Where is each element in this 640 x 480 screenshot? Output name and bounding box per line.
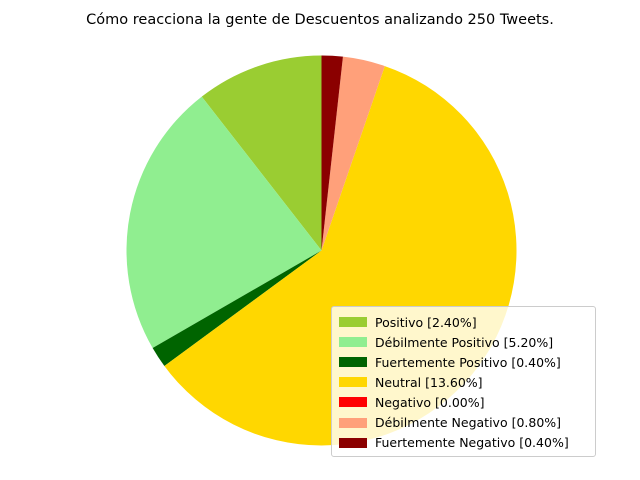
pie-slice-0 bbox=[201, 55, 322, 251]
legend-label: Positivo [2.40%] bbox=[375, 314, 477, 330]
legend-label: Negativo [0.00%] bbox=[375, 394, 485, 410]
legend-item: Fuertemente Positivo [0.40%] bbox=[339, 352, 588, 372]
legend-item: Positivo [2.40%] bbox=[339, 312, 588, 332]
legend-swatch bbox=[339, 417, 367, 428]
pie-slice-1 bbox=[126, 96, 322, 348]
chart-title: Cómo reacciona la gente de Descuentos an… bbox=[86, 12, 554, 28]
legend-label: Neutral [13.60%] bbox=[375, 374, 483, 390]
legend-item: Neutral [13.60%] bbox=[339, 372, 588, 392]
legend-swatch bbox=[339, 377, 367, 388]
legend-swatch bbox=[339, 317, 367, 328]
legend-label: Débilmente Positivo [5.20%] bbox=[375, 334, 554, 350]
legend-swatch bbox=[339, 437, 367, 448]
pie-slice-5 bbox=[321, 56, 385, 251]
legend-item: Débilmente Negativo [0.80%] bbox=[339, 412, 588, 432]
legend-swatch bbox=[339, 397, 367, 408]
legend-item: Negativo [0.00%] bbox=[339, 392, 588, 412]
pie-slice-6 bbox=[321, 55, 343, 251]
legend-swatch bbox=[339, 337, 367, 348]
legend-swatch bbox=[339, 357, 367, 368]
legend-item: Fuertemente Negativo [0.40%] bbox=[339, 433, 588, 453]
pie-slice-2 bbox=[152, 250, 322, 366]
legend-label: Débilmente Negativo [0.80%] bbox=[375, 415, 562, 431]
legend-item: Débilmente Positivo [5.20%] bbox=[339, 332, 588, 352]
legend-label: Fuertemente Positivo [0.40%] bbox=[375, 354, 561, 370]
legend-label: Fuertemente Negativo [0.40%] bbox=[375, 435, 569, 451]
legend: Positivo [2.40%] Débilmente Positivo [5.2… bbox=[331, 306, 596, 457]
